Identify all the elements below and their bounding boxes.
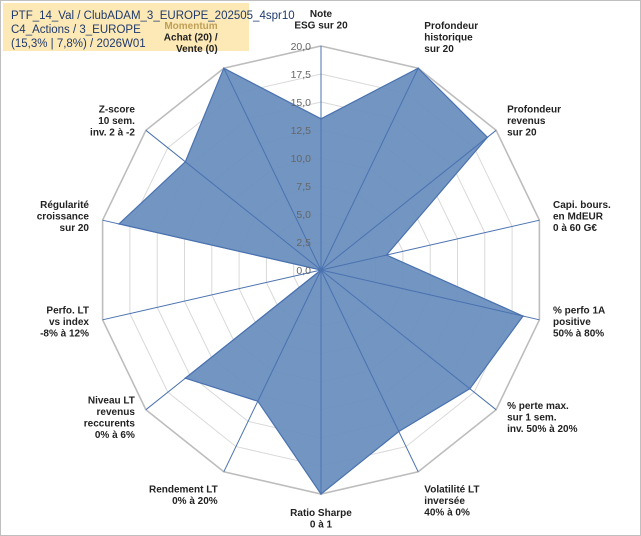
axis-label: Profondeur revenus sur 20 [507, 104, 561, 138]
data-point [118, 223, 120, 225]
data-point [320, 118, 322, 120]
r-tick-label: 15,0 [291, 97, 312, 109]
axis-label: Momentum Achat (20) / Vente (0) [164, 21, 218, 55]
axis-spoke [223, 67, 322, 271]
data-point [469, 387, 471, 390]
data-point [184, 377, 187, 380]
axis-label: Note ESG sur 20 [294, 9, 348, 32]
axis-label: Niveau LT revenus reccurents 0% à 6% [84, 395, 136, 441]
data-point [417, 67, 420, 69]
data-point [223, 67, 225, 69]
axis-label: Volatilité LT inversée 40% à 0% [424, 484, 479, 518]
axis-spoke [320, 67, 419, 271]
chart-title-box: PTF_14_Val / ClubADAM_3_EUROPE_202505_4s… [3, 3, 295, 51]
axis-spoke [320, 129, 497, 271]
axis-label: % perte max. sur 1 sem. inv. 50% à 20% [507, 401, 578, 435]
axis-label: % perfo 1A positive 50% à 80% [553, 306, 605, 340]
r-tick-label: 7,5 [296, 181, 311, 193]
data-point [257, 400, 259, 403]
r-tick-label: 2,5 [296, 237, 311, 249]
axis-spoke [223, 269, 322, 473]
axis-spoke [102, 219, 322, 271]
axis-spoke [320, 269, 419, 473]
axis-label: Rendement LT 0% à 20% [149, 484, 218, 507]
data-point [486, 136, 489, 139]
title-line-1: PTF_14_Val / ClubADAM_3_EUROPE_202505_4s… [11, 10, 295, 22]
data-point [522, 315, 524, 317]
axis-label: Perfo. LT vs index -8% à 12% [40, 306, 89, 340]
axis-spoke [320, 269, 497, 411]
axis-spoke [102, 269, 322, 321]
axis-spoke [145, 269, 322, 411]
r-tick-label: 0,0 [296, 265, 311, 277]
title-line-3: (15,3% | 7,8%) / 2026W01 [11, 38, 146, 50]
r-tick-label: 20,0 [291, 41, 312, 53]
r-tick-label: 10,0 [291, 153, 312, 165]
data-point [385, 254, 388, 256]
axis-label: Régularité croissance sur 20 [37, 200, 90, 234]
data-point [398, 430, 400, 433]
axis-spoke [320, 219, 540, 271]
axis-label: Profondeur historique sur 20 [424, 21, 478, 55]
axis-label: Capi. bours. en MdEUR 0 à 60 G€ [553, 200, 611, 234]
axis-spoke [320, 269, 540, 321]
data-point [320, 269, 322, 271]
r-tick-label: 17,5 [291, 69, 312, 81]
axis-spoke [145, 129, 322, 271]
axis-label: Ratio Sharpe 0 à 1 [290, 508, 352, 531]
r-tick-label: 5,0 [296, 209, 311, 221]
data-point [184, 161, 187, 163]
r-tick-label: 12,5 [291, 125, 312, 137]
data-point [320, 493, 322, 495]
axis-label: Z-score 10 sem. inv. 2 à -2 [90, 104, 135, 138]
title-line-2: C4_Actions / 3_EUROPE [11, 24, 141, 36]
